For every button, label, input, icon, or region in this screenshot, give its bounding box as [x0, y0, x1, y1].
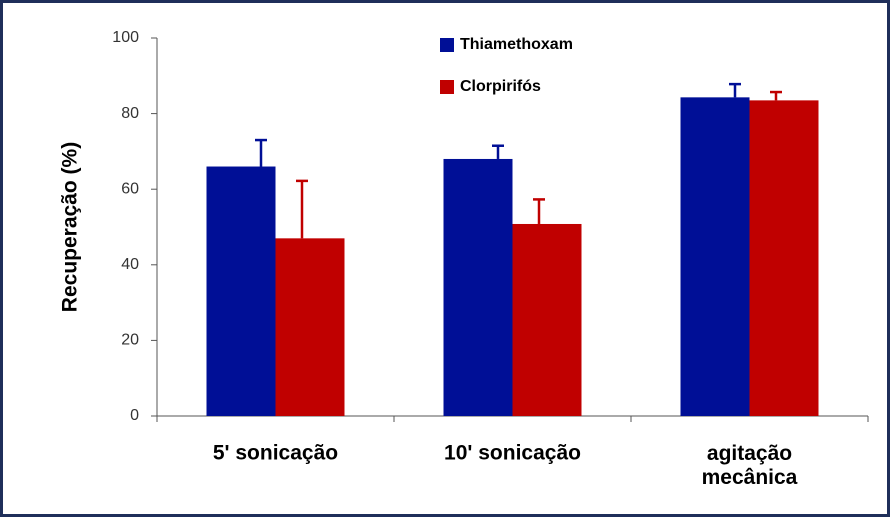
legend-label: Thiamethoxam — [460, 36, 573, 53]
legend-swatch — [440, 80, 454, 94]
bar — [749, 100, 819, 417]
chart: Recuperação (%) 0 20 40 60 80 100 5' sonicação… — [59, 29, 869, 489]
legend-swatch — [440, 38, 454, 52]
y-tick-label: 80 — [121, 105, 139, 122]
legend-label: Clorpirifós — [460, 78, 541, 95]
x-tick-label: 10' sonicação — [444, 442, 581, 465]
x-tick-label: 5' sonicação — [213, 442, 338, 465]
y-tick-label: 60 — [121, 180, 139, 197]
x-tick-label: agitação mecânica — [702, 442, 798, 489]
y-tick-label: 0 — [130, 407, 139, 424]
y-axis-label: Recuperação (%) — [59, 142, 82, 312]
y-tick-label: 100 — [112, 29, 139, 46]
bar — [680, 97, 750, 416]
bar — [443, 158, 513, 416]
y-tick-label: 40 — [121, 256, 139, 273]
y-tick-label: 20 — [121, 332, 139, 349]
bar — [206, 166, 276, 416]
bar — [512, 223, 582, 416]
bar — [275, 238, 345, 416]
